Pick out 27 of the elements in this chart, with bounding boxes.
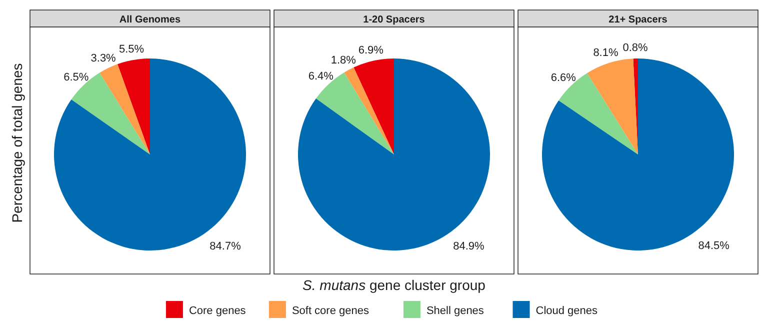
data-label: 84.9% <box>453 240 485 253</box>
pie-slice <box>117 58 150 154</box>
data-label: 84.7% <box>210 240 242 252</box>
pie-slice <box>344 67 394 154</box>
chart-title: All Genomes <box>119 14 181 26</box>
chart-title: 21+ Spacers <box>608 14 668 26</box>
data-label: 6.6% <box>550 72 576 84</box>
data-label: 84.5% <box>698 240 730 252</box>
pie-slice <box>587 58 638 154</box>
data-label: 6.5% <box>64 71 89 84</box>
legend-label: Cloud genes <box>536 305 598 317</box>
pie-slice <box>542 58 734 250</box>
data-label: 6.9% <box>358 44 384 56</box>
text: S. mutans gene cluster group <box>302 277 486 293</box>
legend-label: Soft core genes <box>292 305 370 317</box>
legend-label: Core genes <box>188 305 246 317</box>
pie-slice <box>354 58 394 154</box>
legend-label: Shell genes <box>426 305 484 317</box>
text: Percentage of total genes <box>9 63 25 223</box>
chart-title: 1-20 Spacers <box>363 14 426 26</box>
data-label: 8.1% <box>593 46 618 59</box>
data-label: 6.4% <box>308 70 334 83</box>
data-label: 5.5% <box>118 44 144 56</box>
pie-slice <box>100 64 150 154</box>
data-label: 0.8% <box>622 42 648 54</box>
data-label: 3.3% <box>90 52 116 65</box>
data-label: 1.8% <box>330 54 356 67</box>
